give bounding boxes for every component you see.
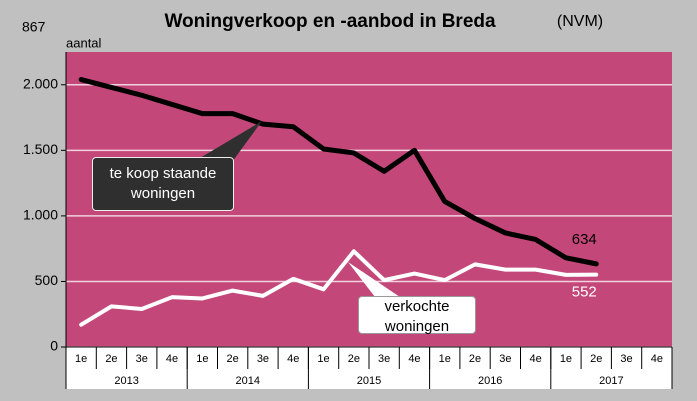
x-tick-label: 2e: [227, 353, 239, 365]
series-line: [79, 249, 599, 327]
x-tick-label: 3e: [499, 353, 511, 365]
y-tick-label: 2.000: [23, 75, 58, 91]
x-tick-label: 1e: [196, 353, 208, 365]
x-group-label: 2013: [114, 375, 138, 387]
y-tick-label: 500: [35, 272, 59, 288]
x-tick-label: 4e: [408, 353, 420, 365]
x-tick-label: 1e: [75, 353, 87, 365]
callout-pointer: [200, 121, 262, 162]
x-tick-label: 4e: [287, 353, 299, 365]
x-tick-label: 3e: [620, 353, 632, 365]
y-tick-label: 1.500: [23, 141, 58, 157]
x-tick-label: 2e: [590, 353, 602, 365]
x-group-label: 2017: [599, 375, 623, 387]
x-tick-label: 2e: [348, 353, 360, 365]
corner-label: 867: [22, 19, 46, 35]
x-tick-label: 3e: [378, 353, 390, 365]
x-tick-label: 3e: [136, 353, 148, 365]
chart-subtitle: (NVM): [557, 13, 603, 30]
callout-pointer: [348, 262, 400, 297]
chart-title: Woningverkoop en -aanbod in Breda: [164, 11, 496, 32]
x-tick-label: 3e: [257, 353, 269, 365]
y-axis-label: aantal: [66, 35, 102, 50]
x-tick-label: 4e: [530, 353, 542, 365]
x-group-label: 2016: [478, 375, 502, 387]
x-tick-label: 1e: [317, 353, 329, 365]
x-tick-label: 4e: [651, 353, 663, 365]
data-label: 634: [572, 231, 597, 248]
series-callout: verkochte woningen: [358, 296, 476, 335]
y-tick-label: 1.000: [23, 207, 58, 223]
x-group-label: 2014: [236, 375, 260, 387]
x-tick-label: 1e: [560, 353, 572, 365]
x-tick-label: 2e: [469, 353, 481, 365]
x-tick-label: 1e: [439, 353, 451, 365]
x-tick-label: 4e: [166, 353, 178, 365]
y-tick-label: 0: [50, 338, 58, 354]
x-tick-label: 2e: [105, 353, 117, 365]
series-line: [78, 77, 599, 267]
data-label: 552: [572, 284, 597, 301]
series-callout: te koop staande woningen: [92, 157, 234, 211]
x-group-label: 2015: [357, 375, 381, 387]
